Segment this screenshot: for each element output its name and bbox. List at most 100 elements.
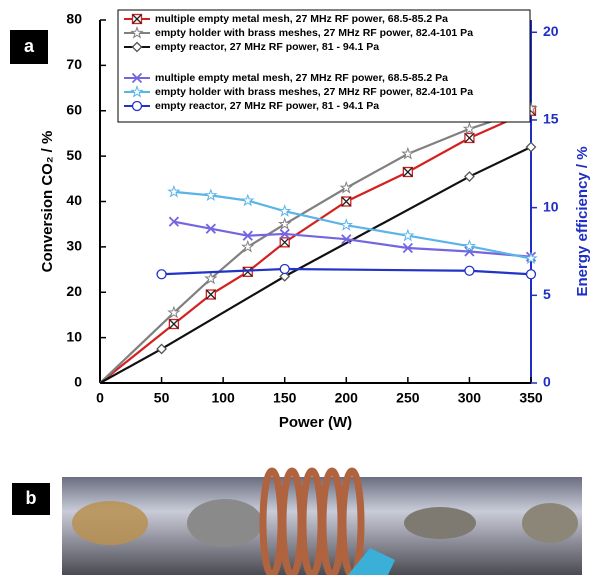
legend-label: multiple empty metal mesh, 27 MHz RF pow…	[155, 13, 448, 25]
marker-shape	[205, 223, 216, 234]
marker	[341, 196, 352, 207]
y-tick-label: 70	[66, 56, 82, 72]
y2-tick-label: 5	[543, 286, 551, 302]
marker	[167, 305, 181, 319]
x-tick-label: 300	[458, 390, 482, 406]
marker-shape	[524, 251, 538, 265]
marker	[204, 271, 218, 285]
marker-shape	[132, 14, 142, 24]
marker-shape	[525, 141, 537, 153]
marker	[339, 180, 353, 194]
y-tick-label: 60	[66, 101, 82, 117]
marker	[130, 25, 144, 39]
legend-label: empty reactor, 27 MHz RF power, 81 - 94.…	[155, 41, 379, 53]
y-tick-label: 0	[74, 374, 82, 390]
marker	[464, 265, 475, 276]
panel-label: b	[26, 488, 37, 508]
marker-shape	[278, 204, 292, 217]
x-tick-label: 350	[519, 390, 543, 406]
marker	[279, 270, 291, 282]
marker	[279, 263, 290, 275]
marker-shape	[464, 265, 475, 276]
marker-shape	[401, 146, 415, 160]
y2-tick-label: 15	[543, 111, 559, 127]
series-line	[173, 220, 532, 258]
marker-shape	[168, 216, 180, 227]
marker	[401, 228, 415, 242]
marker-shape	[242, 230, 253, 241]
marker-shape	[131, 41, 143, 53]
marker-shape	[339, 218, 353, 231]
marker-shape	[341, 234, 352, 245]
y-tick-label: 40	[66, 192, 82, 208]
marker	[462, 239, 477, 252]
y2-tick-label: 10	[543, 198, 559, 214]
marker	[464, 171, 475, 182]
marker-shape	[241, 239, 255, 253]
x-tick-label: 0	[96, 390, 104, 406]
marker	[278, 204, 292, 217]
marker-shape	[341, 196, 352, 207]
marker	[279, 228, 290, 240]
marker	[402, 242, 413, 254]
marker	[205, 223, 216, 234]
marker	[131, 100, 143, 112]
marker	[156, 269, 167, 280]
marker	[402, 166, 414, 178]
marker	[241, 239, 255, 253]
marker	[279, 237, 290, 248]
marker	[401, 146, 415, 160]
marker-shape	[464, 171, 475, 182]
marker-shape	[156, 269, 167, 280]
x-tick-label: 200	[335, 390, 359, 406]
legend-label: empty reactor, 27 MHz RF power, 81 - 94.…	[155, 100, 379, 112]
marker-shape	[278, 217, 292, 230]
series-line	[161, 267, 532, 276]
x-tick-label: 250	[396, 390, 420, 406]
x-tick-label: 100	[211, 390, 235, 406]
marker-shape	[205, 289, 216, 300]
y2-axis-title: Energy efficiency / %	[574, 146, 591, 296]
y-tick-label: 50	[66, 147, 82, 163]
marker-shape	[464, 133, 475, 143]
marker-shape	[156, 343, 167, 355]
legend-label: empty holder with brass meshes, 27 MHz R…	[155, 86, 473, 98]
y2-tick-label: 0	[543, 374, 551, 390]
marker-shape	[462, 239, 477, 252]
marker	[168, 318, 180, 330]
panel-label: a	[24, 36, 35, 56]
marker-shape	[130, 25, 144, 39]
marker-shape	[279, 263, 290, 275]
marker	[131, 72, 143, 84]
photo	[62, 467, 582, 575]
marker-shape	[279, 237, 290, 248]
photo-object	[72, 501, 148, 545]
x-tick-label: 50	[154, 390, 170, 406]
y-tick-label: 20	[66, 283, 82, 299]
y-tick-label: 30	[66, 238, 82, 254]
y-tick-label: 80	[66, 11, 82, 27]
marker	[525, 269, 537, 280]
photo-object	[522, 503, 578, 543]
photo-coil	[259, 467, 365, 575]
series-line	[173, 190, 532, 260]
marker-shape	[402, 242, 413, 254]
y2-tick-label: 20	[543, 23, 559, 39]
marker-shape	[131, 72, 143, 84]
marker	[339, 218, 353, 231]
y-axis-title: Conversion CO₂ / %	[39, 131, 56, 273]
marker-shape	[279, 270, 291, 282]
marker	[205, 289, 216, 300]
marker-shape	[339, 180, 353, 194]
marker-shape	[204, 188, 218, 202]
marker-shape	[462, 121, 477, 135]
marker-shape	[131, 100, 143, 112]
marker-shape	[402, 167, 413, 177]
series-line	[99, 109, 532, 384]
y-tick-label: 10	[66, 328, 82, 344]
marker-shape	[279, 228, 290, 240]
marker	[278, 217, 292, 230]
marker-shape	[525, 269, 537, 280]
x-axis-title: Power (W)	[279, 414, 352, 431]
marker	[168, 216, 180, 227]
